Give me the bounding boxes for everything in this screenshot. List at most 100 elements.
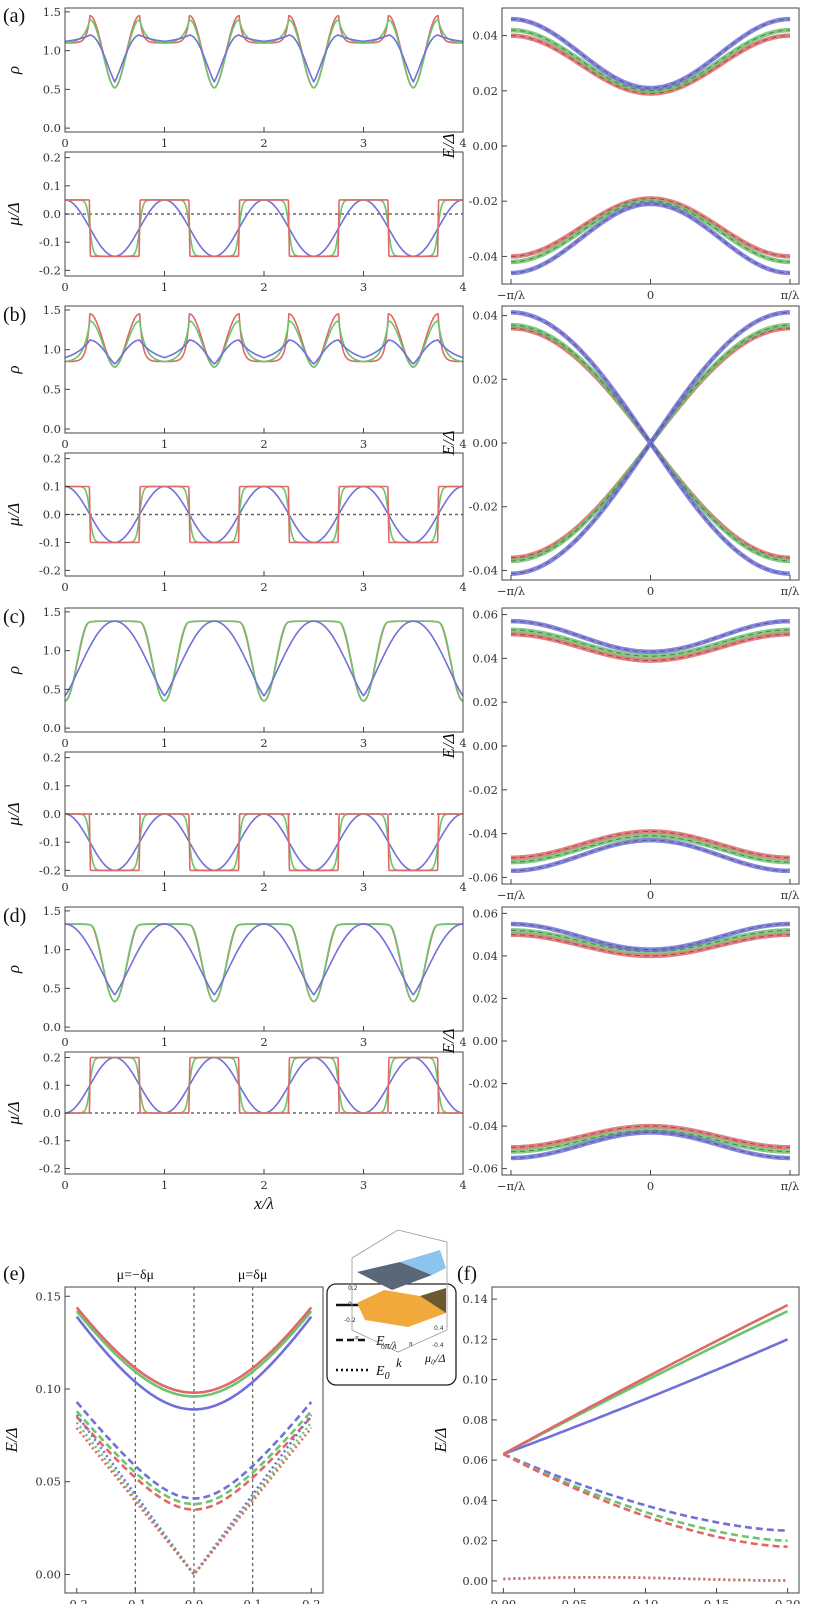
d_mu-xtick-label: 0 xyxy=(61,1178,68,1192)
b_mu-ytick-label: 0.2 xyxy=(43,452,61,466)
c_mu-xtick-label: 2 xyxy=(260,880,267,894)
b_mu-ytick-label: 0.0 xyxy=(43,508,61,522)
c_E-red-band-dashed xyxy=(511,633,790,662)
a_rho-panel-label: (a) xyxy=(3,5,25,27)
panel-b-mu: 0 1 2 3 4 -0.2 -0.1 0.0 0.1 0.2 μ/Δ xyxy=(4,452,467,594)
a_E-green-band xyxy=(511,198,790,265)
d_mu-ylabel: μ/Δ xyxy=(4,1101,23,1125)
a_E-ytick-label: 0.02 xyxy=(472,84,498,98)
d_rho-frame xyxy=(64,906,464,1032)
b_mu-xtick-label: 4 xyxy=(459,580,466,594)
c_mu-blue-curve xyxy=(64,813,464,872)
b_rho-blue-curve xyxy=(64,339,464,365)
panel-b-rho: 0 1 2 3 4 0.0 0.5 1.0 1.5 ρ (b) xyxy=(3,303,467,451)
e-dashed-blue xyxy=(75,1401,313,1500)
a_rho-green-curve xyxy=(64,18,464,89)
c_rho-green-curve xyxy=(64,620,464,702)
b_mu-ytick-label: 0.1 xyxy=(43,480,61,494)
a_rho-xtick-label: 0 xyxy=(61,136,68,150)
b_rho-ytick-label: 1.5 xyxy=(43,303,61,317)
e-xtick-label: -0.1 xyxy=(124,1597,146,1604)
panel-d-E: −π/λ 0 π/λ -0.06 -0.04 -0.02 0.00 0.02 0.04 0.06 E… xyxy=(439,906,800,1193)
c_E-ytick-label: 0.04 xyxy=(472,651,498,665)
c_E-ytick-label: 0.00 xyxy=(472,739,498,753)
panel-a-mu: 0 1 2 3 4 -0.2 -0.1 0.0 0.1 0.2 μ/Δ xyxy=(4,151,467,294)
c_E-blue-band-dashed xyxy=(510,839,791,872)
b_rho-panel-label: (b) xyxy=(3,304,26,326)
c_mu-xtick-label: 3 xyxy=(360,880,367,894)
e-ytick-label: 0.00 xyxy=(35,1567,61,1581)
a_E-xtick-label: 0 xyxy=(647,288,654,302)
c_mu-ytick-label: -0.2 xyxy=(39,863,61,877)
e-solid-blue xyxy=(75,1315,313,1411)
f-ytick-label: 0.04 xyxy=(462,1493,488,1507)
f-panel-label: (f) xyxy=(457,1263,477,1285)
c_mu-ytick-label: 0.0 xyxy=(43,807,61,821)
b_E-xtick-label: 0 xyxy=(647,584,654,598)
f-ytick-label: 0.12 xyxy=(462,1332,488,1346)
inset-upper-surface-light xyxy=(400,1250,446,1275)
inset-tick-2: 0 xyxy=(348,1301,352,1308)
b_E-green-band-dashed xyxy=(511,324,790,562)
f-ytick-label: 0.02 xyxy=(462,1534,488,1548)
d_E-xtick-label: π/λ xyxy=(781,1179,800,1193)
a_mu-ytick-label: -0.2 xyxy=(39,263,61,277)
b_E-blue-band-dashed xyxy=(511,311,790,575)
inset-tick-3: -0.2 xyxy=(344,1317,356,1324)
c_mu-xtick-label: 4 xyxy=(459,880,466,894)
a_rho-ytick-label: 0.5 xyxy=(43,82,61,96)
c_E-ytick-label: -0.02 xyxy=(469,783,499,797)
c_E-ylabel: E/Δ xyxy=(439,733,458,759)
a_rho-xtick-label: 3 xyxy=(360,136,367,150)
e-solid-green xyxy=(75,1310,313,1398)
c_E-xtick-label: −π/λ xyxy=(497,888,525,902)
a_mu-xtick-label: 3 xyxy=(360,280,367,294)
f-ytick-label: 0.00 xyxy=(462,1574,488,1588)
e-xtick-label: -0.2 xyxy=(66,1597,88,1604)
e-dashed-red xyxy=(75,1415,313,1511)
f-ytick-label: 0.08 xyxy=(462,1413,488,1427)
a_rho-xtick-label: 1 xyxy=(161,136,168,150)
b_rho-ytick-label: 0.5 xyxy=(43,382,61,396)
e-xtick-label: 0.1 xyxy=(243,1597,261,1604)
f-dashed-blue xyxy=(502,1452,788,1532)
c_rho-xtick-label: 1 xyxy=(161,736,168,750)
c_E-ytick-label: 0.06 xyxy=(472,608,498,622)
c_E-frame xyxy=(501,607,800,885)
e-dotted-green xyxy=(75,1421,313,1577)
d_mu-red-curve xyxy=(64,1056,464,1114)
c_mu-red-curve xyxy=(64,813,464,872)
b_rho-xtick-label: 1 xyxy=(161,437,168,451)
a_E-xtick-label: π/λ xyxy=(781,288,800,302)
b_E-xtick-label: π/λ xyxy=(781,584,800,598)
d_rho-red-curve xyxy=(65,923,463,1003)
a_mu-green-curve xyxy=(64,199,464,258)
f-xtick-label: 0.00 xyxy=(491,1597,517,1604)
b_E-blue-band xyxy=(511,310,790,576)
c_rho-xtick-label: 4 xyxy=(459,736,466,750)
c_rho-blue-curve xyxy=(64,620,464,697)
panel-d-rho: 0 1 2 3 4 0.0 0.5 1.0 1.5 ρ (d) xyxy=(3,904,467,1049)
a_rho-ytick-label: 0.0 xyxy=(43,121,61,135)
f-dotted-red xyxy=(503,1576,788,1582)
inset-lower-surface xyxy=(357,1290,446,1327)
b_mu-xtick-label: 0 xyxy=(61,580,68,594)
c_E-xtick-label: π/λ xyxy=(781,888,800,902)
b_E-ylabel: E/Δ xyxy=(439,430,458,456)
d_mu-ytick-label: 0.0 xyxy=(43,1106,61,1120)
d_mu-green-curve xyxy=(64,1056,464,1114)
f-solid-green xyxy=(502,1310,789,1456)
f-ytick-label: 0.10 xyxy=(462,1373,488,1387)
a_mu-ylabel: μ/Δ xyxy=(4,202,23,226)
c_mu-ytick-label: 0.2 xyxy=(43,751,61,765)
b_mu-ytick-label: -0.2 xyxy=(39,563,61,577)
e-annotation-minus: μ=−δμ xyxy=(117,1268,154,1283)
inset-upper-surface-dark xyxy=(357,1262,432,1290)
b_E-ytick-label: 0.04 xyxy=(472,309,498,323)
d_mu-xtick-label: 2 xyxy=(260,1178,267,1192)
c_rho-ylabel: ρ xyxy=(4,666,23,675)
a_rho-blue-curve xyxy=(65,34,463,84)
d_mu-ytick-label: 0.1 xyxy=(43,1078,61,1092)
d_rho-ytick-label: 0.0 xyxy=(43,1020,61,1034)
e-panel-label: (e) xyxy=(3,1263,25,1285)
